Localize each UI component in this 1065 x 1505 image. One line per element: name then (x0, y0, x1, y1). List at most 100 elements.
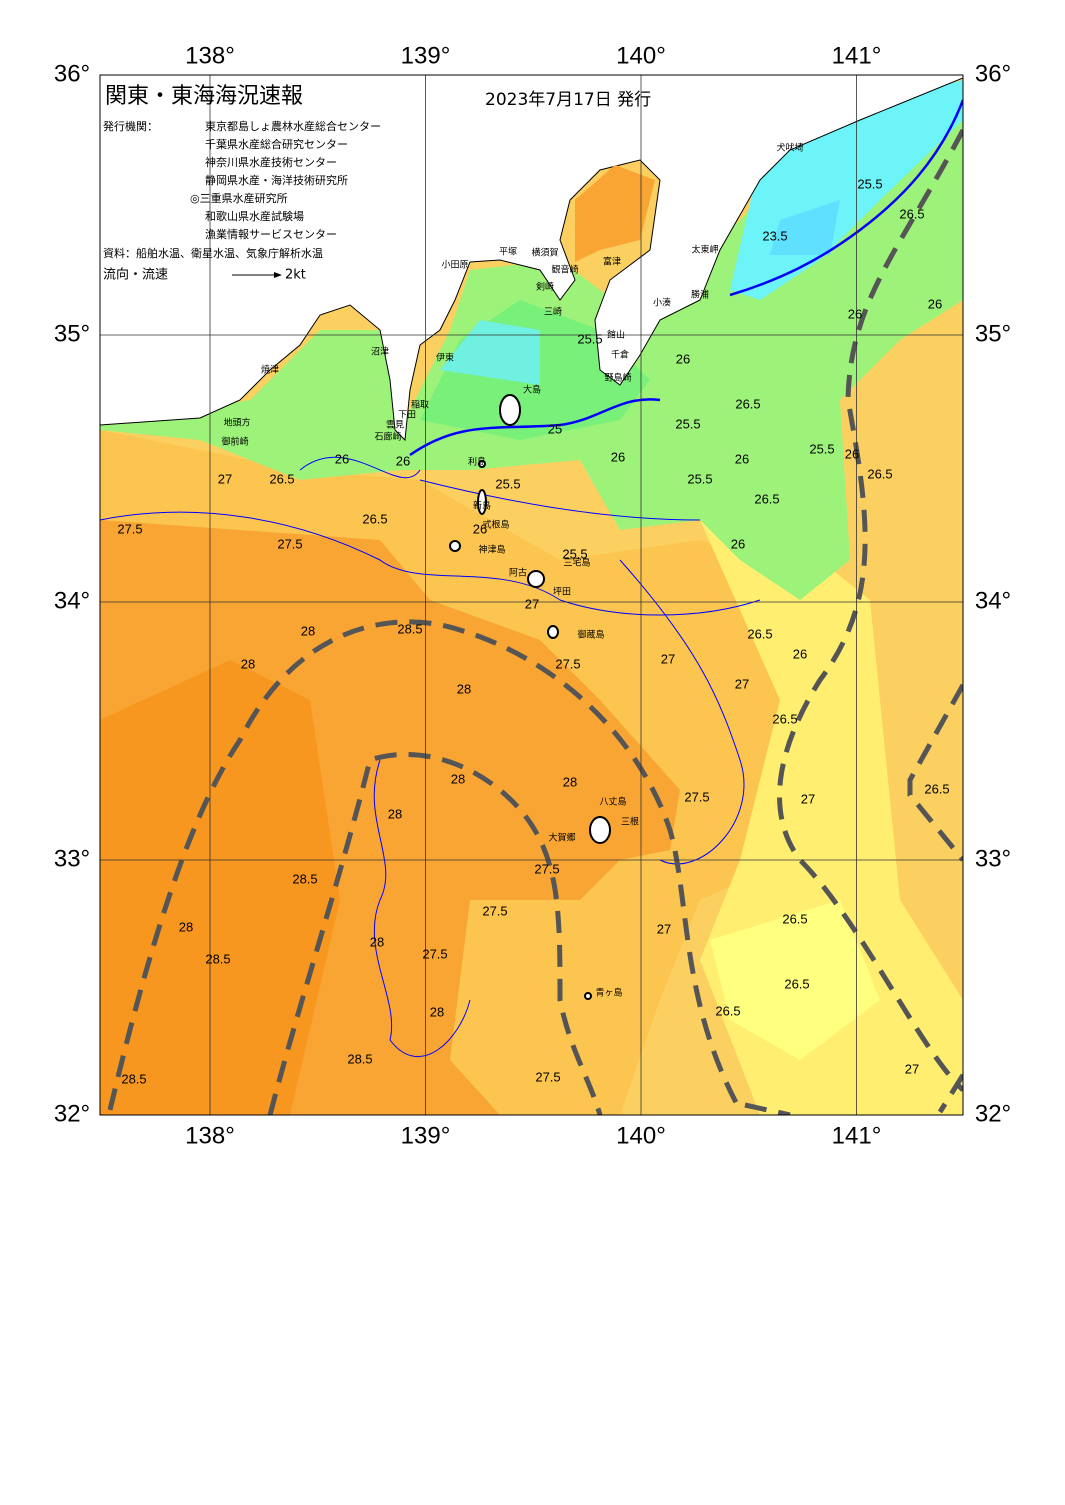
land (100, 75, 963, 442)
place-name: 犬吠埼 (776, 142, 803, 154)
contour-label: 23.5 (762, 228, 787, 243)
place-name: 三根 (621, 816, 639, 828)
isotherm-bold (409, 99, 963, 457)
contour-label: 25.5 (577, 331, 602, 346)
islands (449, 394, 611, 1000)
contour-label: 26.5 (784, 976, 809, 991)
contour-label: 28.5 (121, 1071, 146, 1086)
axes: 138° 138° 139° 139° 140° 140° 141° 141° 36° 36° 35… (54, 42, 1011, 1149)
contour-label: 27.5 (555, 656, 580, 671)
contour-label: 27 (905, 1061, 919, 1076)
contour-label: 28.5 (205, 951, 230, 966)
contour-label: 26 (848, 306, 862, 321)
flow-scale: 2kt (285, 268, 306, 283)
y-tick-label: 35° (975, 320, 1011, 347)
island (449, 540, 461, 552)
contour-label: 26.5 (747, 626, 772, 641)
place-name: 野島崎 (604, 372, 631, 384)
island (499, 394, 521, 426)
place-name: 横須賀 (531, 247, 558, 259)
title: 関東・東海海況速報 (105, 84, 303, 109)
contour-label: 28 (241, 656, 255, 671)
contour-label: 26.5 (715, 1003, 740, 1018)
place-name: 富津 (603, 256, 621, 268)
x-tick-label: 139° (401, 42, 451, 69)
place-name: 剣崎 (536, 281, 554, 293)
contour-label: 28 (430, 1004, 444, 1019)
front-line (907, 683, 963, 862)
issuer: 神奈川県水産技術センター (205, 155, 337, 169)
contour-label: 26 (735, 451, 749, 466)
issuer: 東京都島しょ農林水産総合センター (205, 119, 381, 133)
place-name: 式根島 (482, 519, 509, 531)
contour-label: 26.5 (754, 491, 779, 506)
contour-label: 25 (548, 421, 562, 436)
flow-arrowhead (274, 272, 282, 278)
place-name: 太東岬 (691, 244, 718, 256)
y-tick-label: 36° (975, 60, 1011, 87)
x-tick-label: 140° (616, 1122, 666, 1149)
contour-label: 26.5 (899, 206, 924, 221)
place-name: 御前崎 (221, 436, 248, 448)
place-name: 八丈島 (599, 796, 626, 808)
contour-label: 26 (793, 646, 807, 661)
date: 2023年7月17日 発行 (485, 90, 651, 110)
front-line (107, 619, 743, 1112)
place-name: 千倉 (611, 349, 629, 361)
contour-label: 26.5 (735, 396, 760, 411)
x-tick-label: 141° (832, 42, 882, 69)
place-name: 沼津 (371, 347, 389, 358)
front-lines (107, 128, 963, 1115)
contour-label: 26.5 (782, 911, 807, 926)
issuer: 千葉県水産総合研究センター (205, 137, 348, 151)
place-name: 御蔵島 (577, 629, 604, 641)
contour-label: 26.5 (362, 511, 387, 526)
contour-label: 26.5 (924, 781, 949, 796)
contour-label: 26 (845, 446, 859, 461)
y-tick-label: 34° (54, 587, 90, 614)
sea-23-5 (770, 200, 840, 255)
contour-label: 27.5 (684, 789, 709, 804)
contour-label: 25.5 (687, 471, 712, 486)
issuer: ◎三重県水産研究所 (190, 191, 288, 205)
y-tick-label: 34° (975, 587, 1011, 614)
y-tick-label: 32° (54, 1100, 90, 1127)
island (547, 625, 559, 639)
contour-label: 26.5 (269, 471, 294, 486)
contour-label: 28.5 (397, 621, 422, 636)
contour-label: 25.5 (857, 176, 882, 191)
place-name: 阿古 (509, 567, 527, 579)
y-tick-label: 33° (54, 845, 90, 872)
contour-label: 27 (657, 921, 671, 936)
place-name: 青ヶ島 (595, 987, 622, 999)
place-name: 観音崎 (551, 264, 578, 276)
contour-label: 28 (388, 806, 402, 821)
y-tick-label: 35° (54, 320, 90, 347)
contour-label: 27 (218, 471, 232, 486)
place-name: 下田 (398, 410, 416, 421)
contour-label: 27 (525, 596, 539, 611)
contour-label: 26 (396, 453, 410, 468)
place-name: 神津島 (478, 544, 505, 556)
legend-box: 関東・東海海況速報 2023年7月17日 発行 発行機関： 東京都島しょ農林水産… (103, 84, 651, 283)
place-name: 石廊崎 (374, 431, 401, 443)
contour-label: 27.5 (482, 903, 507, 918)
place-name: 平塚 (499, 247, 517, 258)
y-tick-label: 32° (975, 1100, 1011, 1127)
island (477, 489, 487, 515)
place-name: 新島 (473, 500, 491, 512)
contour-label: 28 (179, 919, 193, 934)
place-name: 坪田 (553, 587, 571, 598)
x-tick-label: 138° (185, 1122, 235, 1149)
contour-label: 28 (370, 934, 384, 949)
contour-label: 26.5 (772, 711, 797, 726)
contour-label: 26 (928, 296, 942, 311)
contour-label: 25.5 (562, 546, 587, 561)
contour-label: 27 (735, 676, 749, 691)
contour-label: 27.5 (535, 1069, 560, 1084)
contour-label: 28.5 (292, 871, 317, 886)
contour-label: 26 (731, 536, 745, 551)
y-tick-label: 33° (975, 845, 1011, 872)
